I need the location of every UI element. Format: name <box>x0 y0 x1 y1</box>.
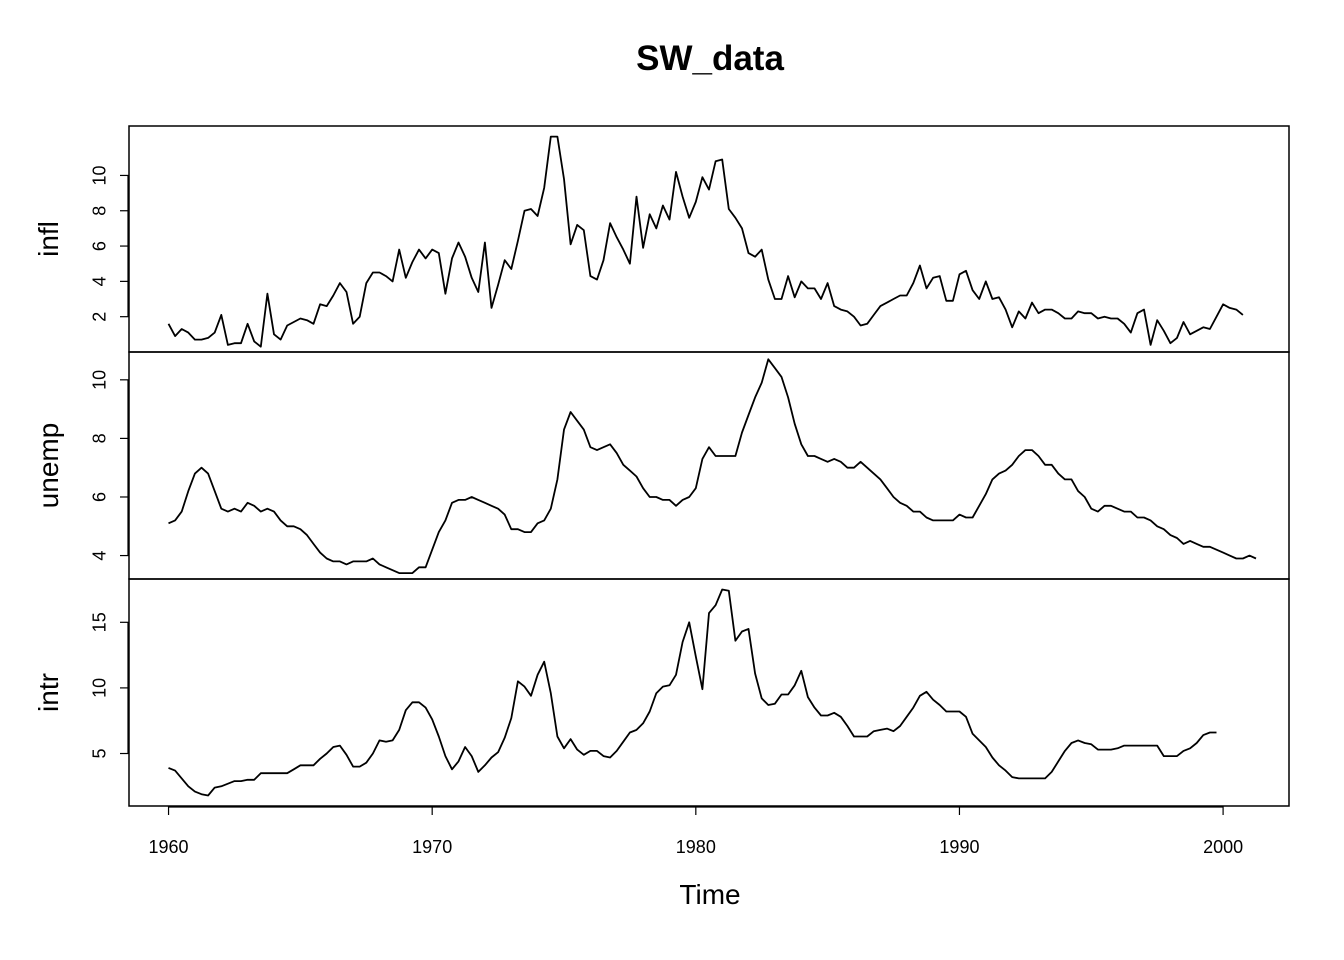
y-tick-label-unemp: 8 <box>89 433 109 443</box>
y-tick-label-infl: 8 <box>89 206 109 216</box>
x-tick-label: 1980 <box>676 837 716 857</box>
x-tick-label: 1990 <box>939 837 979 857</box>
y-tick-label-infl: 6 <box>89 241 109 251</box>
x-tick-label: 2000 <box>1203 837 1243 857</box>
series-line-infl <box>167 135 1244 348</box>
y-axis-label-infl: infl <box>33 221 64 257</box>
y-tick-label-unemp: 10 <box>89 370 109 390</box>
x-tick-label: 1970 <box>412 837 452 857</box>
x-axis: 1960 1970 1980 1990 2000 <box>149 806 1243 857</box>
y-axis-label-unemp: unemp <box>33 423 64 509</box>
y-tick-label-intr: 5 <box>89 749 109 759</box>
y-tick-label-infl: 2 <box>89 312 109 322</box>
y-tick-label-intr: 15 <box>89 612 109 632</box>
series-line-unemp <box>168 358 1257 574</box>
y-axis-label-intr: intr <box>33 673 64 712</box>
chart-title: SW_data <box>636 39 784 78</box>
x-tick-label: 1960 <box>149 837 189 857</box>
y-tick-label-intr: 10 <box>89 678 109 698</box>
y-tick-label-unemp: 6 <box>89 492 109 502</box>
panel-infl: 2 4 6 8 10 infl <box>33 125 1290 353</box>
series-line-intr <box>168 588 1217 797</box>
y-tick-label-unemp: 4 <box>89 551 109 561</box>
panel-frame-intr <box>128 578 1290 807</box>
y-tick-label-infl: 4 <box>89 276 109 286</box>
panel-intr: 5 10 15 intr <box>33 578 1290 807</box>
y-tick-label-infl: 10 <box>89 165 109 185</box>
x-axis-label: Time <box>679 879 740 910</box>
panels-group: 2 4 6 8 10 infl 4 6 8 10 unemp 5 10 15 intr <box>33 125 1290 807</box>
panel-unemp: 4 6 8 10 unemp <box>33 351 1290 580</box>
panel-frame-unemp <box>128 351 1290 580</box>
